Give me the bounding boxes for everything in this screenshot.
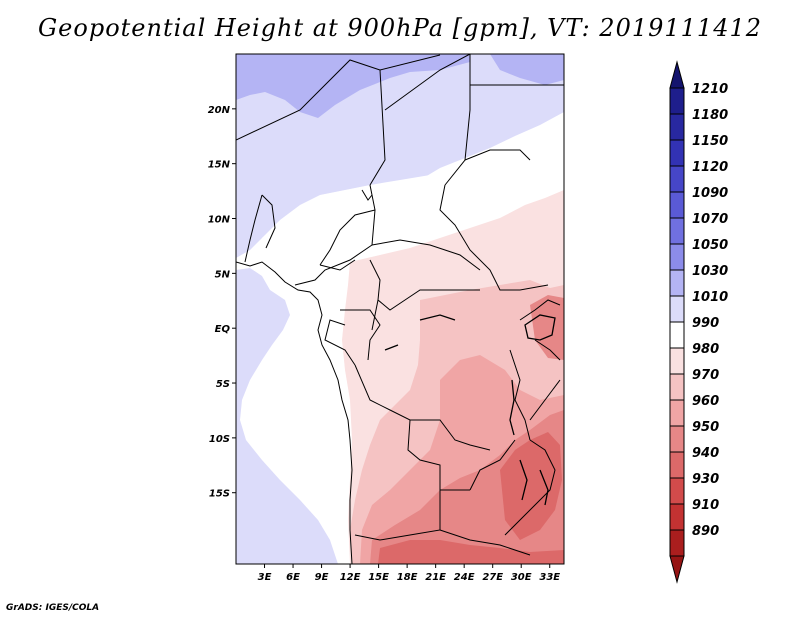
- lon-tick-label: 30E: [511, 572, 532, 583]
- colorbar-label: 1150: [692, 134, 728, 149]
- chart-title: Geopotential Height at 900hPa [gpm], VT:…: [38, 14, 762, 42]
- colorbar-swatch: [669, 165, 685, 193]
- lat-tick-label: 5N: [215, 269, 231, 280]
- field-940: [500, 432, 562, 540]
- lat-tick-label: 20N: [208, 105, 231, 116]
- colorbar-label: 1030: [692, 264, 728, 279]
- colorbar-label: 970: [692, 368, 719, 383]
- colorbar-label: 1010: [692, 290, 728, 305]
- lon-tick-label: 9E: [315, 572, 329, 583]
- colorbar-swatch: [669, 243, 685, 271]
- lon-tick-label: 6E: [286, 572, 300, 583]
- colorbar-label: 990: [692, 316, 719, 331]
- lon-tick-label: 24E: [454, 572, 475, 583]
- field-1030-ne: [490, 54, 564, 85]
- colorbar-label: 1120: [692, 160, 728, 175]
- lat-tick-label: 15N: [208, 160, 231, 171]
- colorbar: 1210 1180 1150 1120 1090 1070 1050 1030 1010 990 9…: [669, 60, 728, 584]
- field-1030-north: [236, 54, 470, 118]
- colorbar-swatch: [669, 269, 685, 297]
- latitude-axis: 20N 15N 10N 5N EQ 5S 10S 15S: [208, 105, 236, 500]
- longitude-axis: 3E 6E 9E 12E 15E 18E 21E 24E 27E 30E 33E: [258, 564, 560, 583]
- colorbar-label: 1180: [692, 108, 728, 123]
- field-1010-west: [236, 268, 338, 564]
- colorbar-swatch: [669, 373, 685, 401]
- country-borders: [236, 54, 564, 556]
- lakes: [384, 314, 556, 506]
- colorbar-swatch: [669, 347, 685, 375]
- coastline: [236, 261, 353, 564]
- colorbar-swatch: [669, 295, 685, 323]
- grads-credit: GrADS: IGES/COLA: [6, 603, 100, 613]
- field-990-central: [262, 112, 564, 270]
- lat-tick-label: 5S: [216, 379, 230, 390]
- colorbar-bottom-arrow: [669, 555, 685, 584]
- colorbar-label: 1070: [692, 212, 728, 227]
- colorbar-label: 980: [692, 342, 719, 357]
- colorbar-label: 1090: [692, 186, 728, 201]
- lon-tick-label: 33E: [539, 572, 560, 583]
- colorbar-swatch: [669, 87, 685, 115]
- colorbar-swatch: [669, 139, 685, 167]
- colorbar-top-arrow: [669, 60, 685, 89]
- colorbar-swatch: [669, 399, 685, 427]
- lon-tick-label: 18E: [397, 572, 418, 583]
- colorbar-swatch: [669, 217, 685, 245]
- colorbar-label: 930: [692, 472, 719, 487]
- colorbar-label: 890: [692, 524, 719, 539]
- colorbar-swatch: [669, 529, 685, 557]
- lat-tick-label: 10S: [209, 434, 230, 445]
- lon-tick-label: 12E: [340, 572, 361, 583]
- colorbar-swatch: [669, 113, 685, 141]
- field-940-south: [378, 540, 564, 564]
- colorbar-swatch: [669, 191, 685, 219]
- map-frame: [235, 53, 565, 565]
- lon-tick-label: 3E: [258, 572, 272, 583]
- colorbar-label: 950: [692, 420, 719, 435]
- colorbar-label: 960: [692, 394, 719, 409]
- colorbar-swatch: [669, 451, 685, 479]
- colorbar-label: 1050: [692, 238, 728, 253]
- colorbar-label: 940: [692, 446, 719, 461]
- lon-tick-label: 27E: [482, 572, 503, 583]
- colorbar-label: 910: [692, 498, 719, 513]
- lon-tick-label: 15E: [368, 572, 389, 583]
- colorbar-label: 1210: [692, 82, 728, 97]
- lat-tick-label: 15S: [209, 489, 230, 500]
- lat-tick-label: 10N: [208, 215, 231, 226]
- lat-tick-label: EQ: [215, 324, 231, 335]
- map-panel: [236, 54, 564, 564]
- colorbar-swatch: [669, 503, 685, 531]
- colorbar-swatch: [669, 321, 685, 349]
- colorbar-swatch: [669, 425, 685, 453]
- field-950-east: [530, 295, 564, 360]
- lon-tick-label: 21E: [425, 572, 446, 583]
- colorbar-swatch: [669, 477, 685, 505]
